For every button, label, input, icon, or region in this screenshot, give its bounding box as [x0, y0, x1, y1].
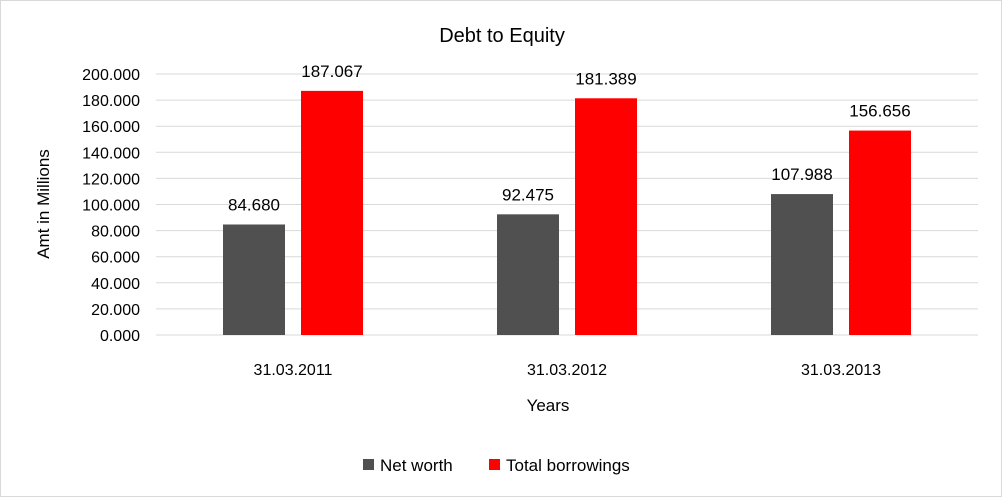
chart-title: Debt to Equity — [439, 25, 565, 47]
bar-total-borrowings — [575, 98, 637, 335]
y-tick-label: 200.000 — [82, 67, 140, 84]
x-axis-label: Years — [527, 396, 570, 415]
legend-label: Net worth — [380, 456, 453, 475]
x-tick-label: 31.03.2011 — [254, 362, 333, 379]
y-tick-label: 100.000 — [82, 198, 140, 215]
bar-net-worth — [497, 214, 559, 335]
data-label: 156.656 — [849, 102, 910, 121]
y-tick-label: 180.000 — [82, 93, 140, 110]
bar-net-worth — [223, 224, 285, 335]
y-tick-label: 160.000 — [82, 119, 140, 136]
bars — [223, 90, 911, 335]
gridlines — [156, 73, 978, 336]
legend-swatch — [489, 459, 500, 470]
y-tick-label: 120.000 — [82, 171, 140, 188]
data-labels: 84.680 187.067 92.475 181.389 107.988 156.656 — [228, 62, 911, 215]
y-axis-label: Amt in Millions — [34, 149, 53, 259]
y-tick-label: 40.000 — [91, 276, 140, 293]
legend-swatch — [363, 459, 374, 470]
y-tick-label: 0.000 — [100, 328, 140, 345]
x-axis-ticks: 31.03.2011 31.03.2012 31.03.2013 — [254, 362, 882, 379]
bar-total-borrowings — [301, 90, 363, 335]
bar-net-worth — [771, 194, 833, 335]
x-tick-label: 31.03.2013 — [801, 362, 881, 379]
legend-label: Total borrowings — [506, 456, 630, 475]
legend: Net worth Total borrowings — [363, 456, 630, 475]
bar-total-borrowings — [849, 130, 911, 335]
data-label: 92.475 — [502, 185, 554, 204]
y-axis-ticks: 0.000 20.000 40.000 60.000 80.000 100.000 120.… — [82, 67, 140, 345]
x-tick-label: 31.03.2012 — [527, 362, 607, 379]
data-label: 187.067 — [301, 62, 362, 81]
y-tick-label: 20.000 — [91, 302, 140, 319]
y-tick-label: 60.000 — [91, 250, 140, 267]
y-tick-label: 80.000 — [91, 224, 140, 241]
data-label: 181.389 — [575, 69, 636, 88]
data-label: 84.680 — [228, 195, 280, 214]
data-label: 107.988 — [771, 165, 832, 184]
y-tick-label: 140.000 — [82, 145, 140, 162]
